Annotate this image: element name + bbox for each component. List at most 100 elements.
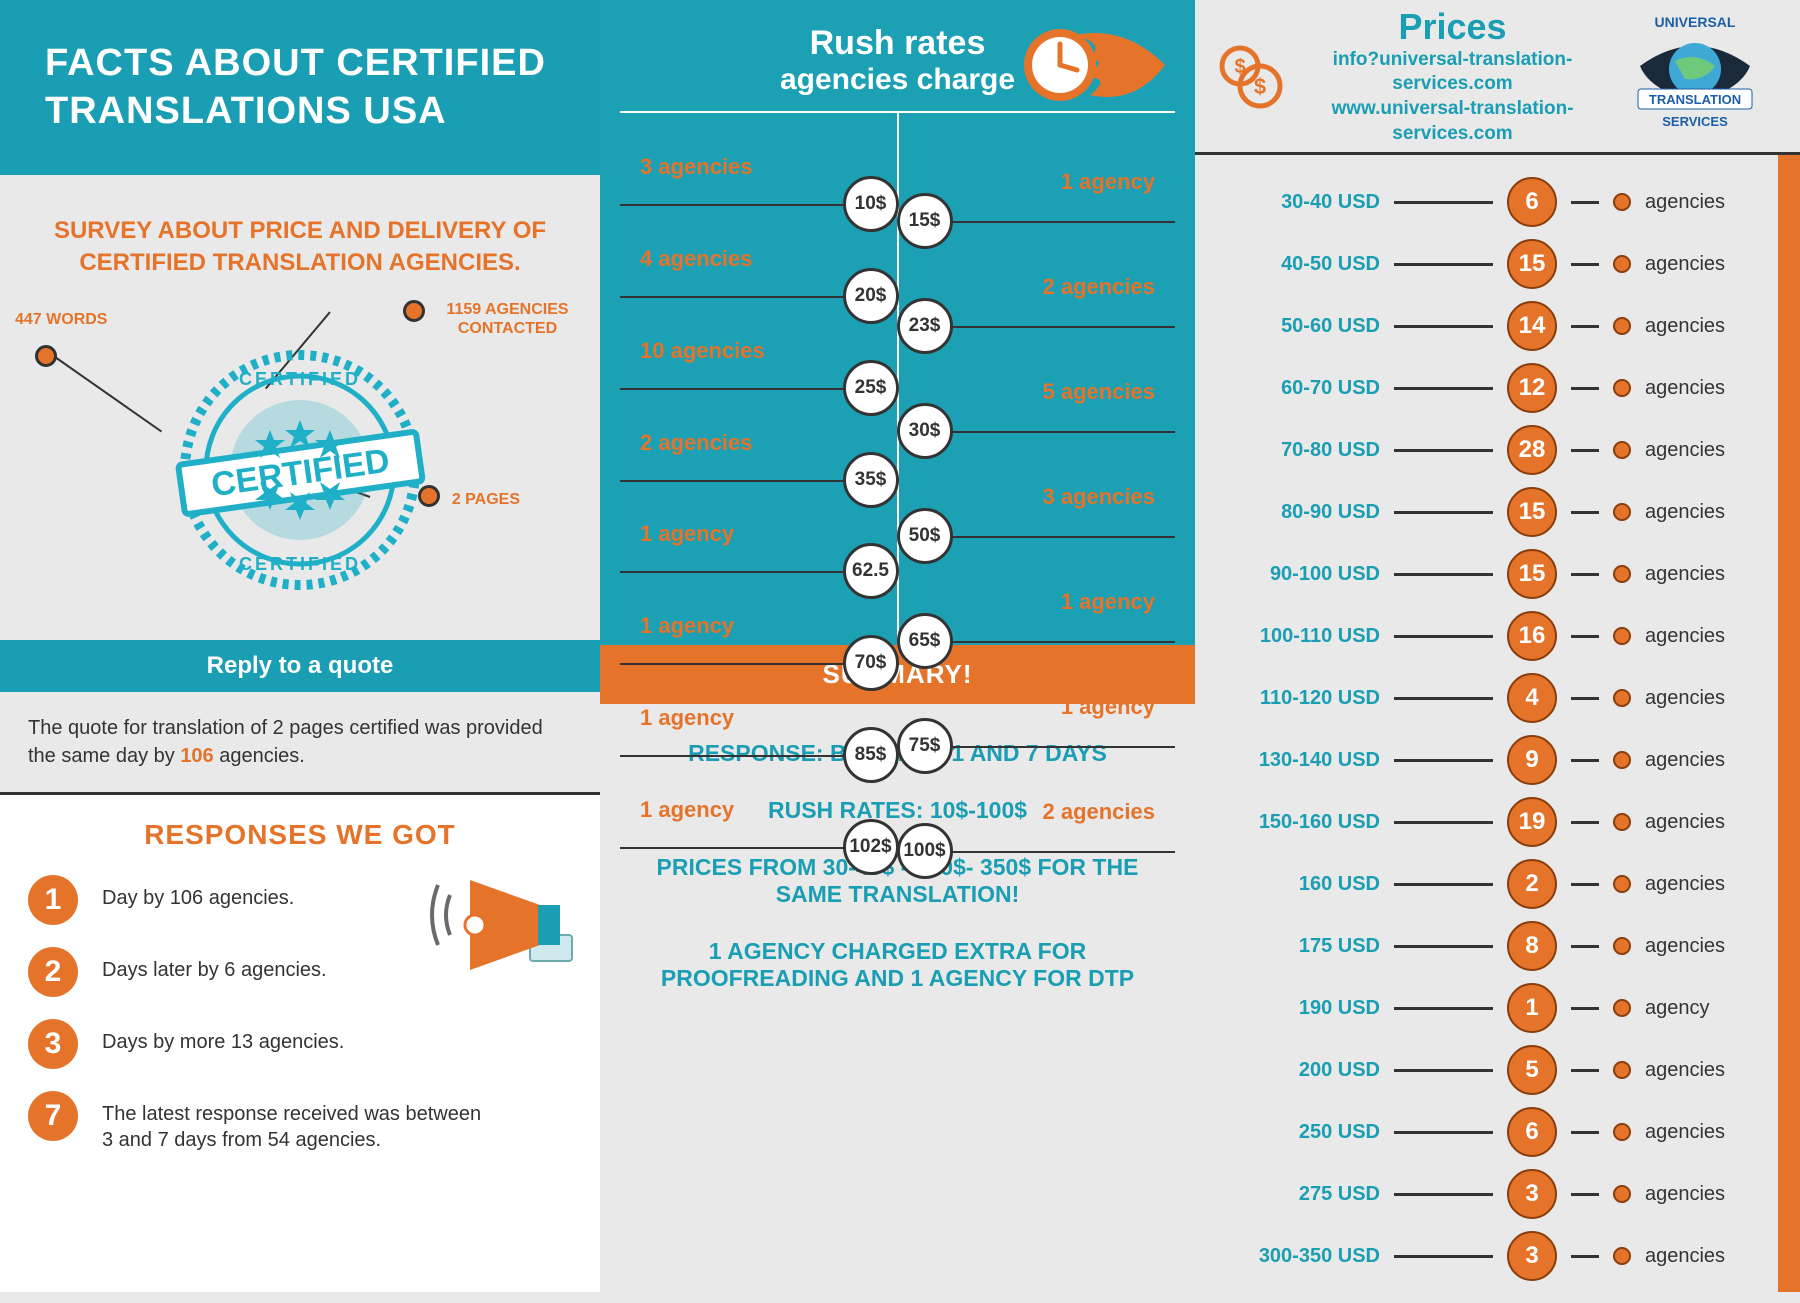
price-range: 190 USD: [1225, 997, 1380, 1020]
price-count-badge: 2: [1507, 859, 1557, 909]
price-track-icon: [1394, 821, 1493, 824]
rush-value-bubble: 15$: [897, 193, 953, 249]
price-range: 250 USD: [1225, 1121, 1380, 1144]
price-track-icon: [1394, 1007, 1493, 1010]
price-row: 100-110 USD 16 agencies: [1225, 611, 1740, 661]
price-track-icon: [1571, 1255, 1599, 1258]
price-track-icon: [1571, 1007, 1599, 1010]
price-unit: agencies: [1645, 687, 1740, 710]
price-unit: agencies: [1645, 191, 1740, 214]
price-track-icon: [1394, 511, 1493, 514]
price-row: 275 USD 3 agencies: [1225, 1169, 1740, 1219]
price-track-icon: [1571, 883, 1599, 886]
price-range: 150-160 USD: [1225, 811, 1380, 834]
price-unit: agencies: [1645, 873, 1740, 896]
price-count-badge: 5: [1507, 1045, 1557, 1095]
price-count-badge: 16: [1507, 611, 1557, 661]
price-track-icon: [1571, 325, 1599, 328]
pin-line-icon: [54, 356, 162, 432]
rush-value-bubble: 10$: [843, 176, 899, 232]
certified-stamp-icon: CERTIFIED CERTIFIED CERTIFIED: [160, 330, 440, 610]
price-track-icon: [1571, 635, 1599, 638]
price-dot-icon: [1613, 1185, 1631, 1203]
price-track-icon: [1394, 635, 1493, 638]
price-track-icon: [1394, 573, 1493, 576]
price-track-icon: [1571, 759, 1599, 762]
price-dot-icon: [1613, 503, 1631, 521]
price-track-icon: [1571, 821, 1599, 824]
main-title: FACTS ABOUT CERTIFIED TRANSLATIONS USA: [45, 40, 560, 135]
rush-label: 1 agency: [640, 521, 734, 547]
svg-text:CERTIFIED: CERTIFIED: [239, 554, 361, 574]
price-unit: agencies: [1645, 935, 1740, 958]
response-row: 7 The latest response received was betwe…: [28, 1091, 572, 1153]
price-track-icon: [1571, 697, 1599, 700]
price-unit: agencies: [1645, 439, 1740, 462]
price-count-badge: 3: [1507, 1169, 1557, 1219]
price-count-badge: 8: [1507, 921, 1557, 971]
contact-web: www.universal-translation-services.com: [1300, 97, 1605, 146]
price-track-icon: [1394, 325, 1493, 328]
rush-value-bubble: 85$: [843, 727, 899, 783]
price-dot-icon: [1613, 1061, 1631, 1079]
price-track-icon: [1571, 201, 1599, 204]
summary-body: RESPONSE: BETWEEN 1 AND 7 DAYS RUSH RATE…: [600, 704, 1195, 1292]
rush-value-bubble: 25$: [843, 360, 899, 416]
main-title-box: FACTS ABOUT CERTIFIED TRANSLATIONS USA: [0, 0, 600, 175]
price-dot-icon: [1613, 317, 1631, 335]
rush-label: 1 agency: [1061, 694, 1155, 720]
price-range: 130-140 USD: [1225, 749, 1380, 772]
price-dot-icon: [1613, 193, 1631, 211]
price-unit: agencies: [1645, 501, 1740, 524]
price-track-icon: [1394, 201, 1493, 204]
price-unit: agencies: [1645, 625, 1740, 648]
price-track-icon: [1394, 1069, 1493, 1072]
rush-value-bubble: 62.5: [843, 543, 899, 599]
price-range: 60-70 USD: [1225, 377, 1380, 400]
price-row: 30-40 USD 6 agencies: [1225, 177, 1740, 227]
price-count-badge: 1: [1507, 983, 1557, 1033]
prices-title: Prices: [1300, 6, 1605, 48]
svg-text:SERVICES: SERVICES: [1662, 114, 1728, 129]
price-row: 90-100 USD 15 agencies: [1225, 549, 1740, 599]
rush-label: 1 agency: [1061, 589, 1155, 615]
price-range: 90-100 USD: [1225, 563, 1380, 586]
price-track-icon: [1571, 263, 1599, 266]
survey-heading: SURVEY ABOUT PRICE AND DELIVERY OF CERTI…: [40, 215, 560, 280]
rush-value-bubble: 30$: [897, 403, 953, 459]
rush-col-left: 3 agencies 10$ 4 agencies 20$ 10 agencie…: [620, 113, 899, 645]
rush-label: 1 agency: [1061, 169, 1155, 195]
price-range: 100-110 USD: [1225, 625, 1380, 648]
price-count-badge: 19: [1507, 797, 1557, 847]
price-row: 80-90 USD 15 agencies: [1225, 487, 1740, 537]
price-range: 160 USD: [1225, 873, 1380, 896]
rush-value-bubble: 65$: [897, 613, 953, 669]
reply-text-after: agencies.: [214, 745, 305, 767]
summary-line: PRICES FROM 30-40$ - 300$- 350$ FOR THE …: [640, 854, 1155, 908]
price-dot-icon: [1613, 255, 1631, 273]
svg-text:$: $: [1254, 74, 1266, 99]
price-count-badge: 12: [1507, 363, 1557, 413]
price-row: 40-50 USD 15 agencies: [1225, 239, 1740, 289]
price-unit: agencies: [1645, 749, 1740, 772]
pin-words-label: 447 WORDS: [15, 310, 107, 329]
rush-col-right: 15$ 1 agency 23$ 2 agencies 30$ 5 agenci…: [899, 113, 1176, 645]
rush-value-bubble: 50$: [897, 508, 953, 564]
response-number: 1: [28, 875, 78, 925]
price-track-icon: [1394, 263, 1493, 266]
rush-label: 2 agencies: [1042, 799, 1155, 825]
price-range: 110-120 USD: [1225, 687, 1380, 710]
rush-value-bubble: 20$: [843, 268, 899, 324]
rush-label: 1 agency: [640, 797, 734, 823]
price-track-icon: [1571, 945, 1599, 948]
price-unit: agencies: [1645, 1059, 1740, 1082]
price-range: 175 USD: [1225, 935, 1380, 958]
price-row: 300-350 USD 3 agencies: [1225, 1231, 1740, 1281]
price-track-icon: [1394, 1193, 1493, 1196]
price-count-badge: 3: [1507, 1231, 1557, 1281]
rush-label: 5 agencies: [1042, 379, 1155, 405]
price-dot-icon: [1613, 751, 1631, 769]
price-range: 70-80 USD: [1225, 439, 1380, 462]
rush-value-bubble: 23$: [897, 298, 953, 354]
rush-value-bubble: 100$: [897, 823, 953, 879]
